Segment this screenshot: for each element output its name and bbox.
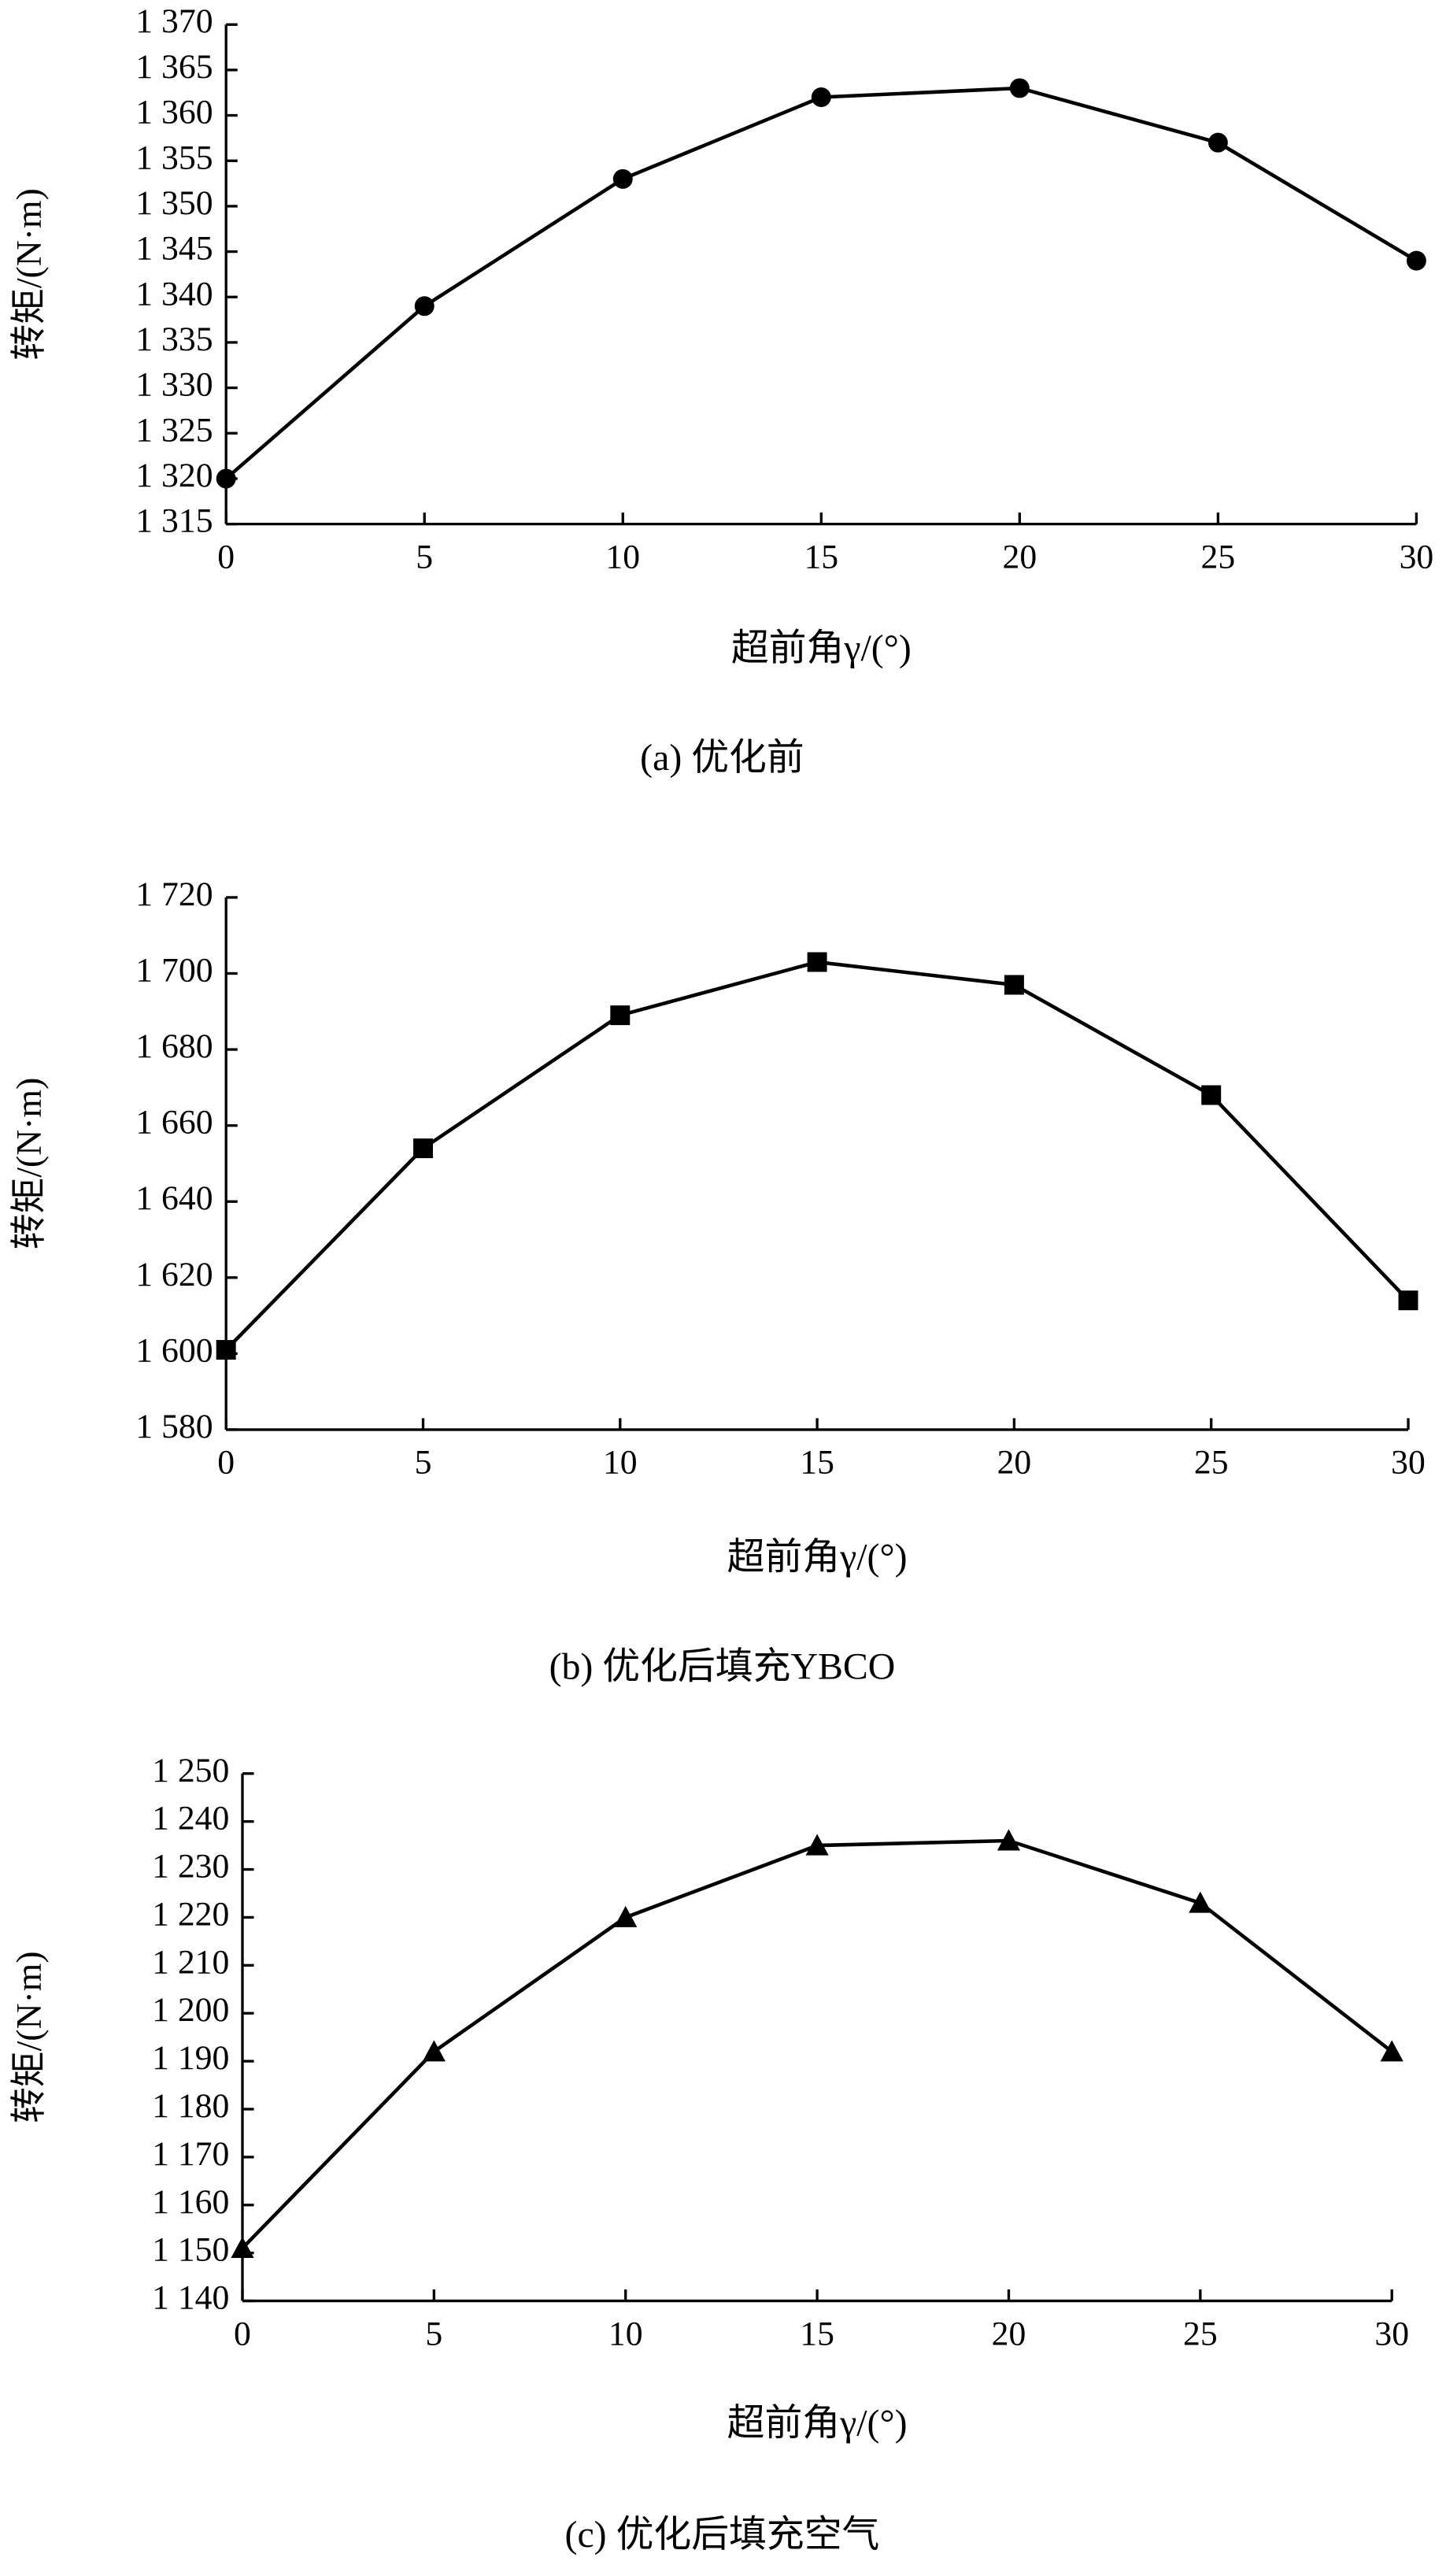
y-tick-label: 1 620 (135, 1256, 213, 1294)
x-tick-label: 25 (1183, 2315, 1218, 2352)
data-line (224, 86, 1418, 480)
x-tick-label: 5 (425, 2315, 442, 2352)
y-tick-label: 1 150 (152, 2231, 229, 2269)
data-line (241, 1838, 1393, 2250)
data-point (1201, 1085, 1222, 1105)
y-tick-label: 1 370 (135, 2, 213, 40)
data-point (413, 1138, 433, 1159)
y-tick-label: 1 335 (135, 320, 213, 358)
data-point (216, 1340, 236, 1360)
data-point (1398, 1290, 1418, 1311)
data-point (231, 2237, 254, 2259)
y-tick-label: 1 315 (135, 502, 213, 540)
y-tick-label: 1 680 (135, 1027, 213, 1065)
data-point (216, 468, 236, 489)
y-tick-label: 1 600 (135, 1331, 213, 1369)
data-point (422, 2040, 446, 2062)
y-tick-label: 1 340 (135, 275, 213, 313)
y-tick-label: 1 345 (135, 230, 213, 268)
y-axis-label: 转矩/(N·m) (9, 1078, 49, 1250)
y-tick-label: 1 720 (135, 875, 213, 913)
data-point (997, 1829, 1021, 1851)
y-axis-label: 转矩/(N·m) (9, 1951, 49, 2123)
x-tick-label: 20 (992, 2315, 1026, 2352)
x-tick-label: 15 (800, 2315, 834, 2352)
y-tick-label: 1 580 (135, 1408, 213, 1445)
y-tick-label: 1 250 (152, 1752, 229, 1790)
y-tick-label: 1 640 (135, 1179, 213, 1217)
y-tick-label: 1 190 (152, 2039, 229, 2077)
y-axis-label: 转矩/(N·m) (9, 188, 49, 361)
y-tick-label: 1 355 (135, 139, 213, 176)
y-tick-label: 1 200 (152, 1991, 229, 2029)
y-tick-label: 1 170 (152, 2135, 229, 2173)
x-tick-label: 30 (1374, 2315, 1409, 2352)
x-tick-label: 25 (1194, 1444, 1229, 1482)
x-tick-label: 10 (603, 1444, 638, 1482)
data-point (610, 1005, 631, 1026)
data-point (414, 296, 435, 316)
data-point (1004, 975, 1024, 995)
data-point (1207, 132, 1228, 153)
x-tick-label: 15 (800, 1444, 834, 1482)
y-tick-label: 1 330 (135, 366, 213, 404)
x-axis-label: 超前角γ/(°) (727, 2403, 908, 2445)
data-point (1406, 250, 1426, 271)
x-tick-label: 15 (804, 538, 838, 576)
data-point (1009, 78, 1030, 98)
y-tick-label: 1 180 (152, 2087, 229, 2125)
data-line (224, 960, 1410, 1352)
x-tick-label: 10 (605, 538, 640, 576)
data-point (1189, 1891, 1212, 1913)
x-tick-label: 10 (608, 2315, 643, 2352)
data-point (612, 168, 633, 189)
x-axis-label: 超前角γ/(°) (727, 1536, 908, 1578)
y-tick-label: 1 220 (152, 1895, 229, 1933)
x-tick-label: 30 (1391, 1444, 1426, 1482)
x-tick-label: 5 (416, 538, 433, 576)
y-tick-label: 1 240 (152, 1800, 229, 1838)
y-tick-label: 1 160 (152, 2183, 229, 2221)
y-tick-label: 1 350 (135, 184, 213, 222)
y-tick-label: 1 140 (152, 2279, 229, 2317)
data-point (805, 1834, 829, 1856)
data-point (811, 87, 831, 107)
data-point (614, 1905, 638, 1927)
y-tick-label: 1 210 (152, 1943, 229, 1981)
y-tick-label: 1 320 (135, 457, 213, 494)
x-tick-label: 20 (997, 1444, 1032, 1482)
caption: (a) 优化前 (640, 737, 804, 779)
data-point (807, 952, 827, 972)
x-tick-label: 25 (1201, 538, 1236, 576)
x-axis-label: 超前角γ/(°) (731, 627, 912, 669)
caption: (c) 优化后填充空气 (565, 2514, 880, 2556)
caption: (b) 优化后填充YBCO (549, 1646, 896, 1688)
y-tick-label: 1 230 (152, 1848, 229, 1886)
x-tick-label: 0 (234, 2315, 251, 2352)
y-tick-label: 1 325 (135, 411, 213, 449)
y-tick-label: 1 365 (135, 48, 213, 86)
y-tick-label: 1 360 (135, 94, 213, 131)
x-tick-label: 0 (217, 538, 235, 576)
x-tick-label: 5 (415, 1444, 432, 1482)
x-tick-label: 0 (217, 1444, 235, 1482)
data-point (1380, 2040, 1403, 2062)
x-tick-label: 30 (1400, 538, 1434, 576)
y-tick-label: 1 700 (135, 952, 213, 990)
y-tick-label: 1 660 (135, 1104, 213, 1142)
x-tick-label: 20 (1003, 538, 1037, 576)
